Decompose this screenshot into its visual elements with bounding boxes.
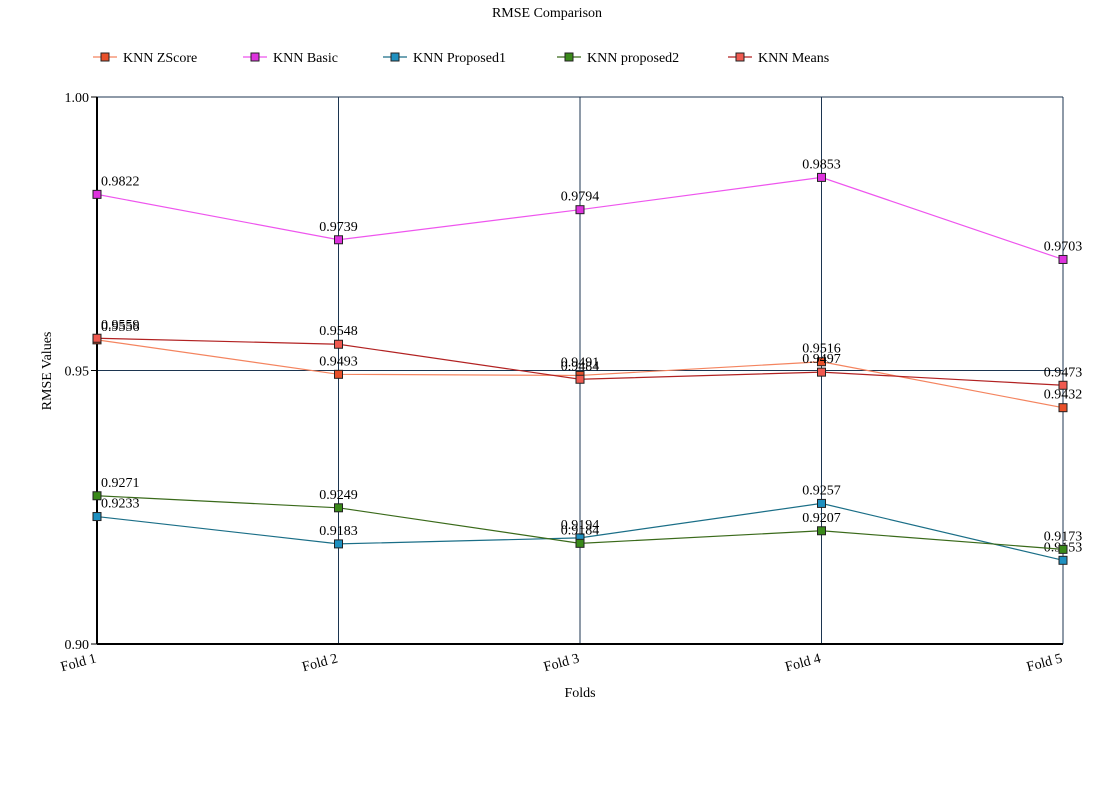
data-point bbox=[92, 333, 102, 343]
data-label: 0.9184 bbox=[561, 523, 600, 538]
data-label: 0.9703 bbox=[1044, 239, 1083, 254]
data-point bbox=[817, 357, 826, 367]
legend-item-knn-zscore: KNN ZScore bbox=[93, 51, 197, 66]
legend-label: KNN Basic bbox=[273, 51, 338, 66]
data-label: 0.9548 bbox=[319, 324, 358, 339]
data-point bbox=[1058, 380, 1068, 390]
chart-title: RMSE Comparison bbox=[492, 6, 602, 21]
data-label: 0.9473 bbox=[1044, 365, 1083, 380]
series-group: 0.9556 0.9493 0.9491 0.9516 0.9432 0.9822 0.97… bbox=[92, 157, 1083, 565]
tick-labels: 0.90 0.95 1.00 Fold 1 Fold 2 Fold 3 Fold 4 Fold… bbox=[59, 91, 1064, 675]
y-tick-label: 1.00 bbox=[65, 91, 90, 106]
data-label: 0.9233 bbox=[101, 497, 140, 512]
data-label: 0.9194 bbox=[561, 518, 600, 533]
x-tick-label: Fold 4 bbox=[784, 651, 823, 675]
legend-item-knn-means: KNN Means bbox=[728, 51, 829, 66]
data-label: 0.9822 bbox=[101, 174, 140, 189]
data-point bbox=[817, 172, 826, 182]
axes bbox=[91, 96, 1063, 645]
data-label: 0.9739 bbox=[319, 220, 358, 235]
legend-item-knn-basic: KNN Basic bbox=[243, 51, 338, 66]
legend-label: KNN ZScore bbox=[123, 51, 197, 66]
legend-marker bbox=[250, 52, 260, 62]
data-label: 0.9794 bbox=[561, 190, 600, 205]
data-label: 0.9853 bbox=[802, 157, 841, 172]
series-knn-proposed2: 0.9271 0.9249 0.9184 0.9207 0.9173 bbox=[92, 476, 1083, 554]
data-point bbox=[817, 498, 826, 508]
data-point bbox=[334, 369, 343, 379]
data-point bbox=[334, 539, 343, 549]
data-label: 0.9173 bbox=[1044, 529, 1083, 544]
data-point bbox=[334, 235, 343, 245]
legend-item-knn-proposed1: KNN Proposed1 bbox=[383, 51, 506, 66]
data-label: 0.9556 bbox=[101, 320, 140, 335]
x-tick-label: Fold 1 bbox=[59, 651, 98, 675]
legend-label: KNN Means bbox=[758, 51, 829, 66]
data-point bbox=[817, 367, 826, 377]
data-point bbox=[575, 205, 585, 215]
data-label: 0.9271 bbox=[101, 476, 140, 491]
x-tick-label: Fold 5 bbox=[1025, 651, 1064, 675]
legend-marker bbox=[564, 52, 574, 62]
data-label: 0.9559 bbox=[101, 318, 140, 333]
data-label: 0.9207 bbox=[802, 511, 841, 526]
data-label: 0.9491 bbox=[561, 355, 600, 370]
legend-marker bbox=[100, 52, 110, 62]
data-label: 0.9183 bbox=[319, 524, 358, 539]
legend-item-knn-proposed2: KNN proposed2 bbox=[557, 51, 679, 66]
legend-marker bbox=[390, 52, 400, 62]
data-label: 0.9493 bbox=[319, 354, 358, 369]
data-label: 0.9432 bbox=[1044, 388, 1083, 403]
y-tick-label: 0.95 bbox=[65, 365, 90, 380]
data-point bbox=[334, 339, 343, 349]
legend-marker bbox=[735, 52, 745, 62]
data-point bbox=[817, 526, 826, 536]
legend-label: KNN Proposed1 bbox=[413, 51, 506, 66]
data-point bbox=[575, 538, 585, 548]
y-axis-label: RMSE Values bbox=[40, 332, 55, 411]
series-knn-basic: 0.9822 0.9739 0.9794 0.9853 0.9703 bbox=[92, 157, 1083, 264]
data-point bbox=[1058, 254, 1068, 264]
data-label: 0.9497 bbox=[802, 352, 841, 367]
legend: KNN ZScore KNN Basic KNN Proposed1 KNN prop… bbox=[93, 51, 829, 66]
legend-label: KNN proposed2 bbox=[587, 51, 679, 66]
data-point bbox=[92, 512, 102, 522]
series-knn-means: 0.9559 0.9548 0.9484 0.9497 0.9473 bbox=[92, 318, 1083, 390]
data-point bbox=[1058, 544, 1068, 554]
y-tick-label: 0.90 bbox=[65, 638, 90, 653]
data-point bbox=[1058, 555, 1068, 565]
data-point bbox=[1058, 403, 1068, 413]
x-tick-label: Fold 2 bbox=[301, 651, 340, 675]
x-tick-label: Fold 3 bbox=[542, 651, 581, 675]
x-axis-label: Folds bbox=[564, 686, 595, 701]
data-point bbox=[92, 189, 102, 199]
data-label: 0.9516 bbox=[802, 342, 841, 357]
data-label: 0.9249 bbox=[319, 488, 358, 503]
data-point bbox=[92, 491, 102, 501]
data-point bbox=[334, 503, 343, 513]
data-point bbox=[575, 374, 585, 384]
data-label: 0.9257 bbox=[802, 483, 841, 498]
data-label: 0.9484 bbox=[561, 359, 600, 374]
